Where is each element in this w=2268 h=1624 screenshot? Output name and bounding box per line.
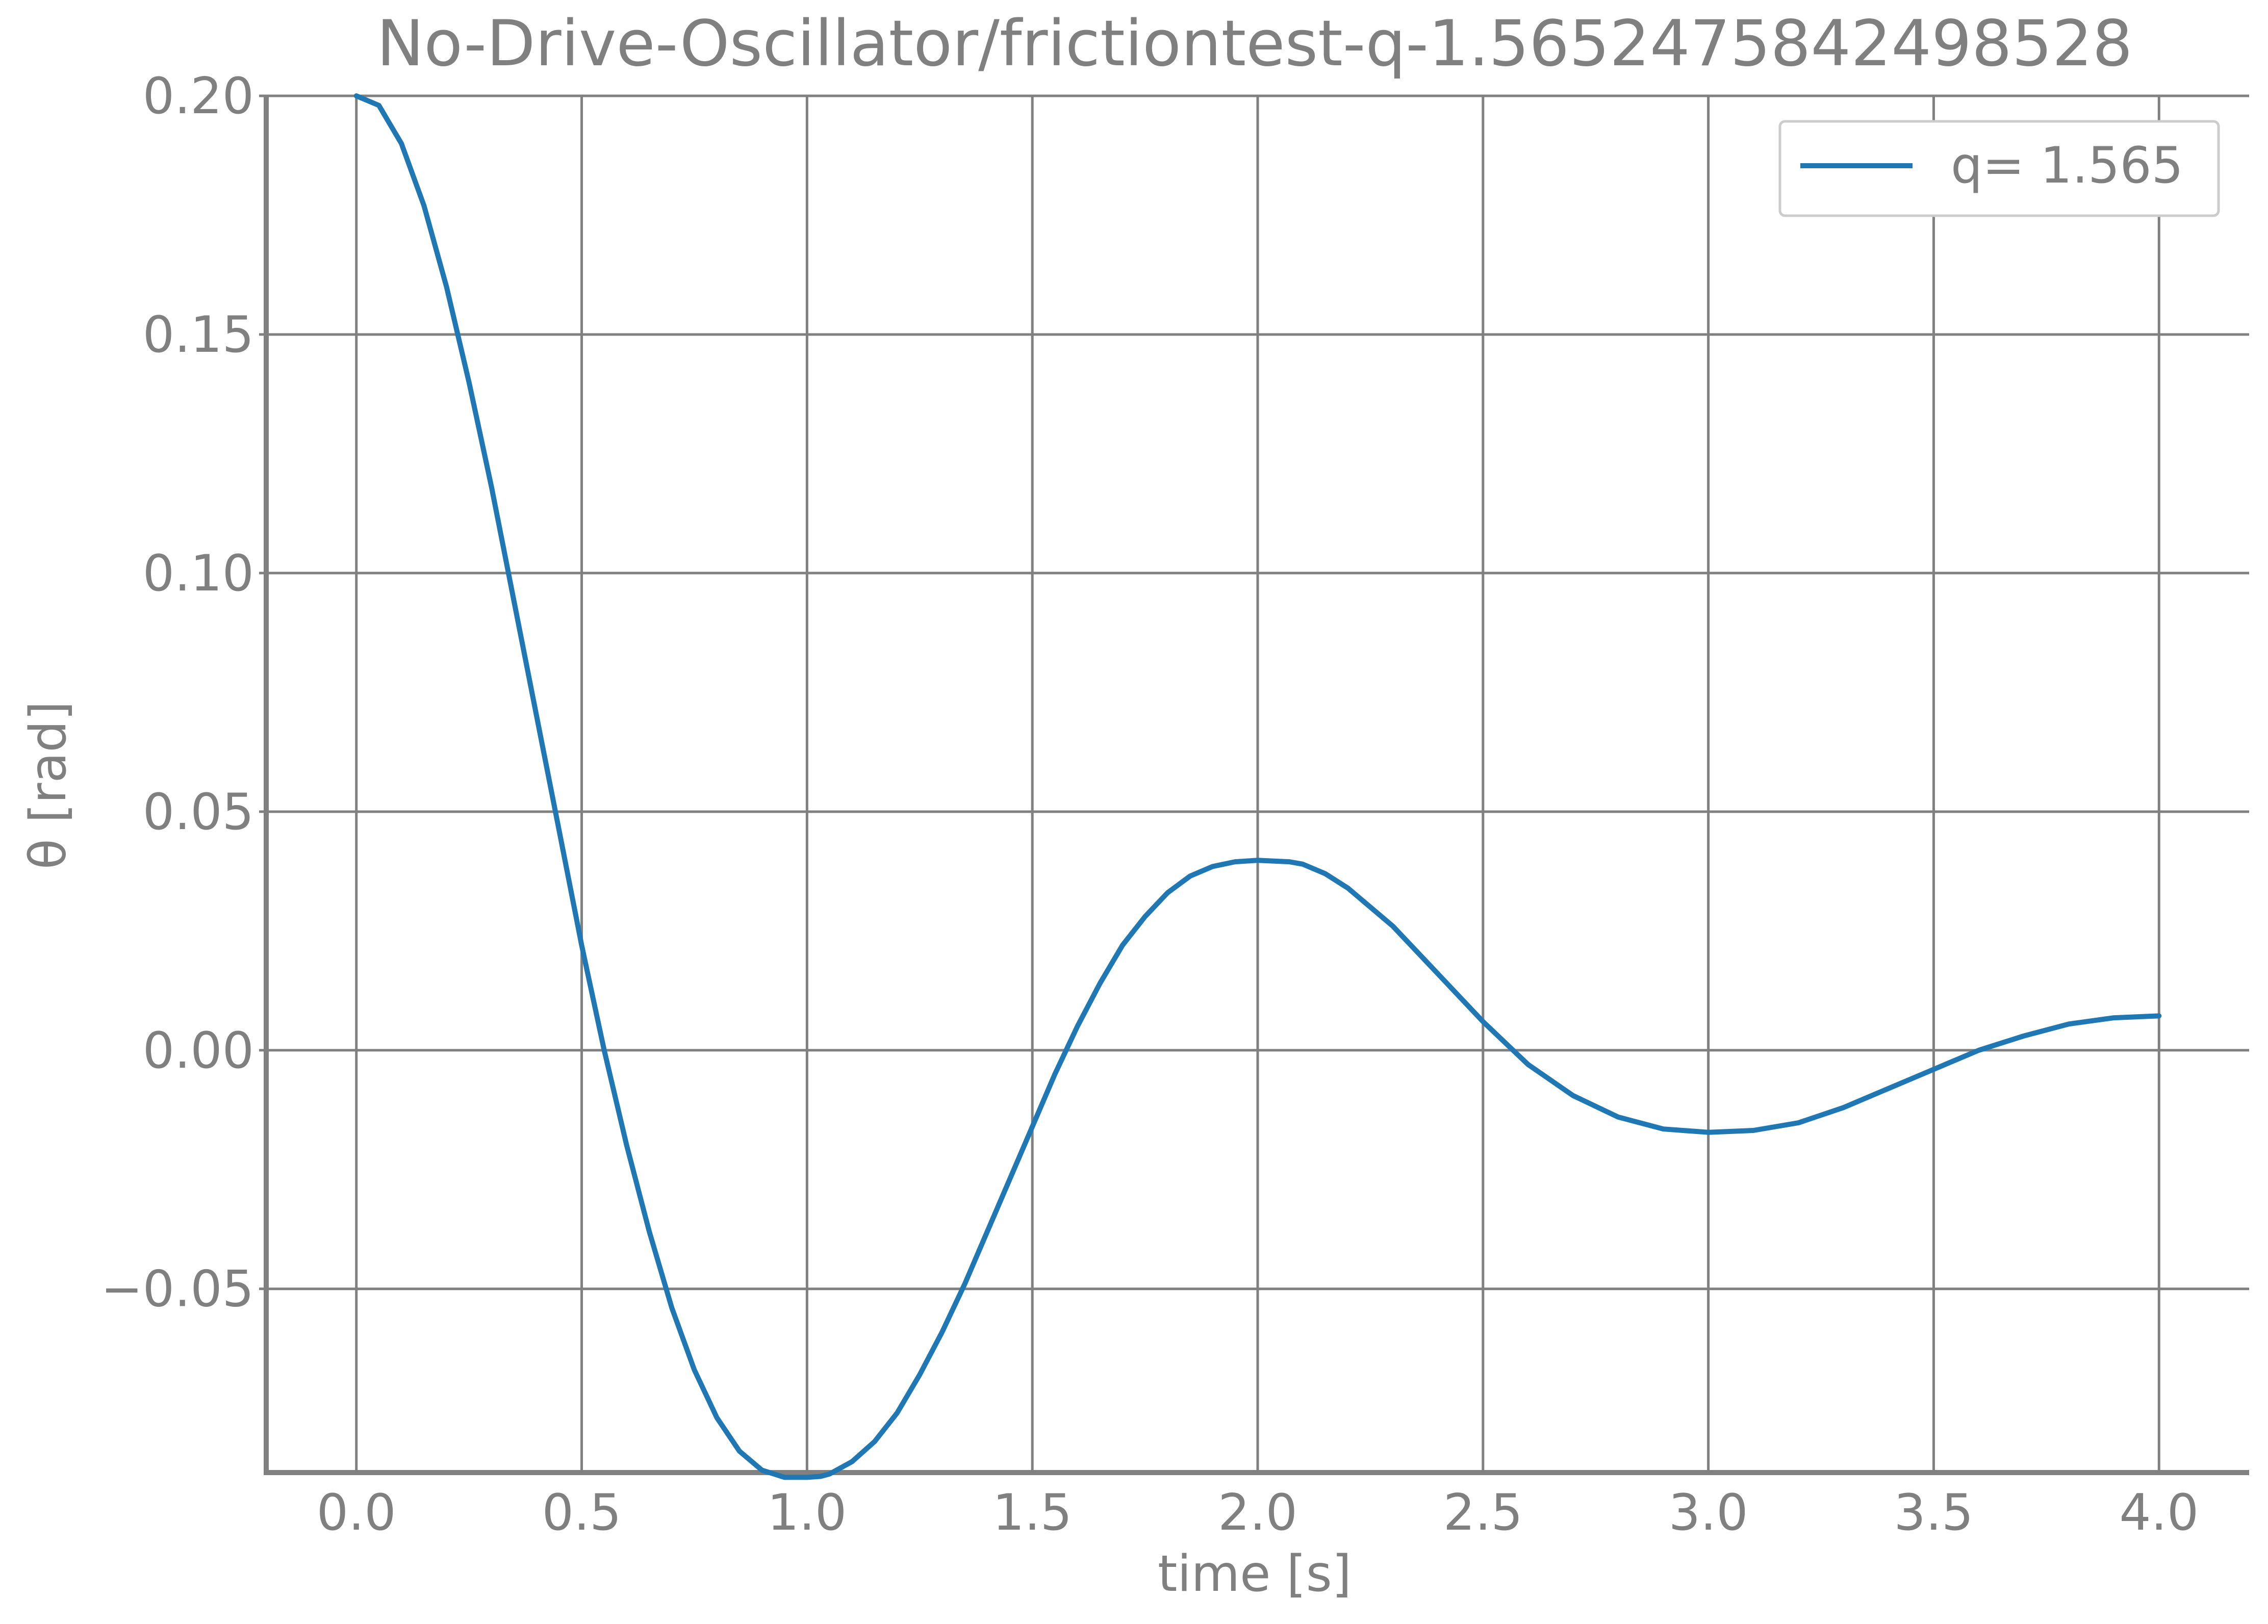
legend-label: q= 1.565 [1951,137,2183,195]
x-tick-label: 1.0 [767,1484,847,1542]
x-tick-label: 0.0 [317,1484,396,1542]
y-tick-label: 0.10 [143,545,254,603]
chart-title: No-Drive-Oscillator/frictiontest-q-1.565… [376,7,2132,81]
legend-box [1778,120,2220,217]
x-axis-label: time [s] [1158,1545,1352,1603]
x-tick-label: 2.0 [1218,1484,1297,1542]
y-axis-ticks: −0.05 0.00 0.05 0.10 0.15 0.20 [101,67,266,1319]
x-tick-label: 4.0 [2119,1484,2199,1542]
x-tick-label: 1.5 [992,1484,1072,1542]
y-tick-label: 0.20 [143,67,254,125]
y-tick-label: −0.05 [101,1260,254,1319]
grid [266,94,2249,1473]
y-tick-label: 0.15 [143,306,254,364]
x-tick-label: 2.5 [1443,1484,1523,1542]
legend: q= 1.565 [1778,120,2220,217]
x-tick-label: 3.0 [1669,1484,1748,1542]
y-axis-label: θ [rad] [19,701,78,869]
x-axis-ticks: 0.0 0.5 1.0 1.5 2.0 2.5 3.0 3.5 4.0 [317,1484,2199,1542]
y-tick-label: 0.05 [143,783,254,841]
x-tick-label: 3.5 [1894,1484,1974,1542]
x-tick-label: 0.5 [542,1484,622,1542]
series-line [353,93,2162,1480]
y-tick-label: 0.00 [143,1022,254,1080]
